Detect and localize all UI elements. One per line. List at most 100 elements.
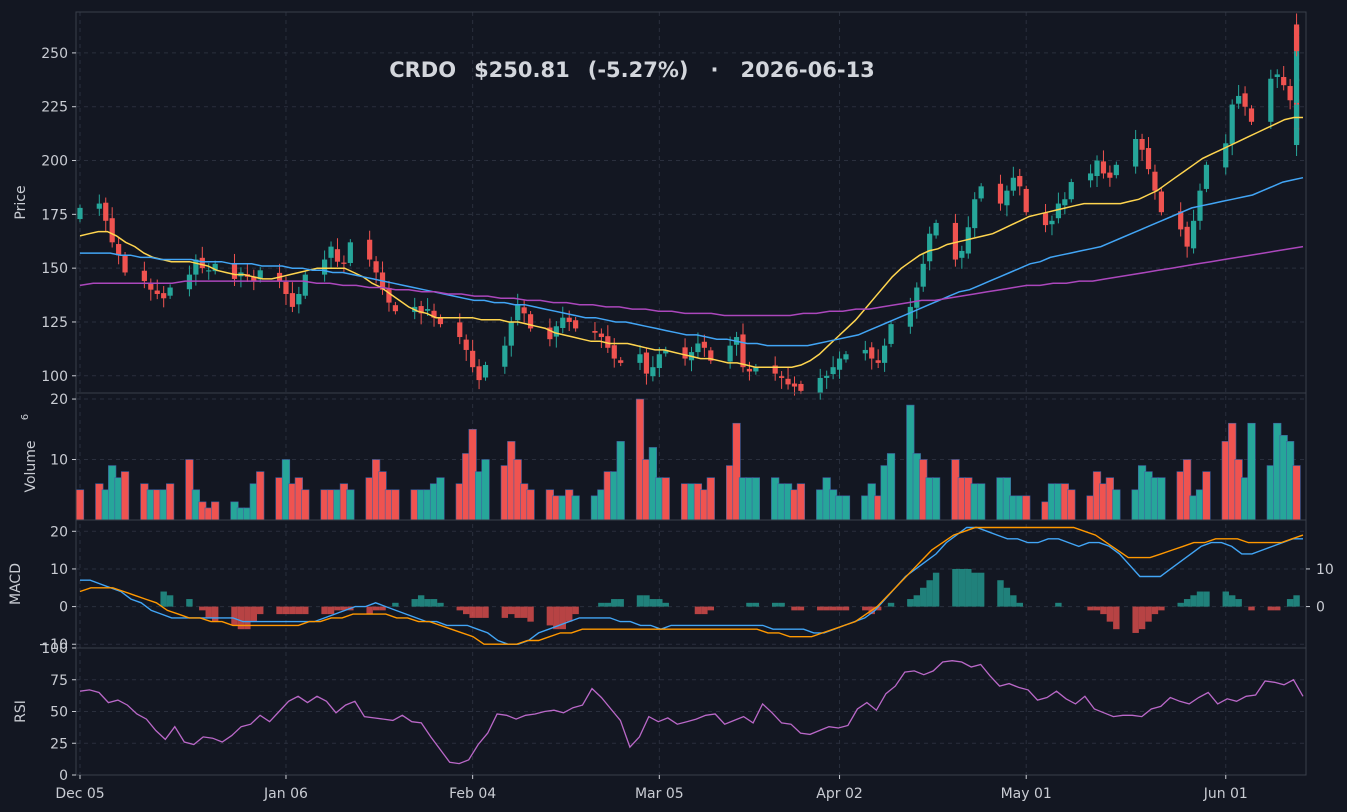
- candle-body: [367, 239, 373, 260]
- volume-bar: [301, 489, 310, 521]
- candle-body: [341, 262, 347, 264]
- candle-body: [515, 304, 521, 321]
- volume-bar: [120, 471, 130, 521]
- macd-y-tick-label: 10: [50, 562, 68, 578]
- macd-histogram-bar: [932, 572, 940, 607]
- macd-histogram-bar: [295, 606, 303, 615]
- candle-body: [470, 350, 476, 368]
- macd-histogram-bar: [817, 606, 824, 611]
- macd-histogram-bar: [823, 606, 830, 611]
- macd-histogram-bar: [636, 595, 644, 607]
- candle-body: [791, 383, 798, 387]
- rsi-y-tick-label: 75: [50, 673, 68, 689]
- price-y-tick-label: 150: [41, 261, 68, 277]
- candle-body: [779, 376, 785, 378]
- macd-histogram-bar: [424, 599, 431, 607]
- candle-body: [1274, 74, 1280, 78]
- candle-body: [212, 263, 218, 272]
- macd-histogram-bar: [327, 606, 335, 615]
- volume-bar: [211, 501, 220, 521]
- candle-body: [553, 326, 559, 337]
- candle-body: [1281, 77, 1287, 86]
- volume-bar: [166, 483, 175, 521]
- macd-histogram-bar: [366, 606, 373, 615]
- candle-body: [328, 246, 334, 258]
- macd-histogram-bar: [199, 606, 206, 611]
- macd-histogram-bar: [829, 606, 837, 611]
- candle-body: [283, 281, 289, 294]
- candle-body: [392, 305, 399, 312]
- candle-body: [1223, 143, 1229, 168]
- candle-body: [161, 293, 167, 299]
- price-y-tick-label: 250: [41, 46, 68, 62]
- candle-body: [997, 183, 1004, 204]
- macd-histogram-bar: [997, 580, 1004, 607]
- candle-body: [109, 218, 115, 243]
- macd-histogram-bar: [553, 606, 560, 630]
- macd-histogram-bar: [437, 602, 444, 607]
- candle-body: [1107, 172, 1113, 178]
- rsi-y-tick-label: 25: [50, 736, 68, 752]
- candle-body: [1229, 104, 1235, 145]
- candle-body: [560, 317, 566, 328]
- macd-histogram-bar: [392, 602, 399, 607]
- macd-histogram-bar: [926, 580, 933, 607]
- volume-bar: [256, 471, 265, 521]
- price-y-tick-label: 100: [41, 369, 68, 385]
- macd-histogram-bar: [211, 606, 219, 622]
- price-y-tick-label: 125: [41, 315, 68, 331]
- x-tick-label: Mar 05: [635, 786, 684, 802]
- macd-histogram-bar: [1274, 606, 1281, 611]
- rsi-y-tick-label: 100: [41, 641, 68, 657]
- candle-body: [1203, 164, 1210, 189]
- macd-histogram-bar: [276, 606, 283, 615]
- macd-histogram-bar: [797, 606, 805, 611]
- candle-body: [334, 249, 341, 262]
- macd-histogram-bar: [874, 606, 882, 611]
- macd-histogram-bar: [952, 568, 959, 607]
- volume-bar: [616, 441, 625, 521]
- rsi-y-tick-label: 0: [59, 768, 68, 784]
- axes-layer: Dec 05 Jan 06 Feb 04 Mar 05 Apr 02 May 01 Jun …: [8, 11, 1334, 802]
- candle-body: [972, 199, 978, 229]
- macd-histogram-bar: [379, 606, 386, 611]
- candle-body: [618, 360, 624, 363]
- macd-histogram-bar: [1087, 606, 1094, 611]
- macd-histogram-bar: [746, 602, 753, 607]
- candle-body: [914, 287, 920, 308]
- macd-histogram-bar: [1016, 602, 1023, 607]
- macd-histogram-bar: [527, 606, 534, 622]
- macd-line: [80, 526, 1303, 645]
- macd-histogram-bar: [257, 606, 264, 615]
- candle-body: [656, 354, 662, 369]
- x-tick-label: Apr 02: [816, 786, 862, 802]
- candle-body: [965, 227, 971, 254]
- candle-body: [1100, 161, 1107, 174]
- candle-body: [1042, 213, 1049, 226]
- title-date: 2026-06-13: [740, 58, 874, 82]
- price-y-tick-label: 225: [41, 100, 68, 116]
- volume-bar: [706, 477, 715, 521]
- candle-body: [727, 345, 733, 362]
- candle-body: [373, 261, 379, 273]
- macd-histogram-bar: [1286, 599, 1294, 607]
- macd-histogram-bar: [546, 606, 554, 626]
- candle-body: [437, 317, 444, 325]
- candle-body: [386, 287, 392, 303]
- macd-histogram-bar: [166, 595, 174, 607]
- candle-body: [605, 336, 611, 348]
- macd-histogram-bar: [1145, 606, 1152, 622]
- volume-bar: [751, 477, 760, 521]
- candle-body: [122, 255, 128, 273]
- macd-histogram-bar: [411, 599, 418, 607]
- rsi-y-tick-label: 50: [50, 705, 68, 721]
- macd-histogram-bar: [907, 599, 914, 607]
- macd-histogram-bar: [237, 606, 245, 630]
- candle-body: [1049, 220, 1055, 225]
- moving-average-line: [80, 176, 1304, 347]
- macd-y-tick-label: 0: [59, 600, 68, 616]
- macd-histogram-bar: [617, 599, 624, 607]
- candle-body: [740, 334, 746, 368]
- candle-body: [920, 263, 926, 287]
- macd-histogram-bar: [778, 602, 785, 607]
